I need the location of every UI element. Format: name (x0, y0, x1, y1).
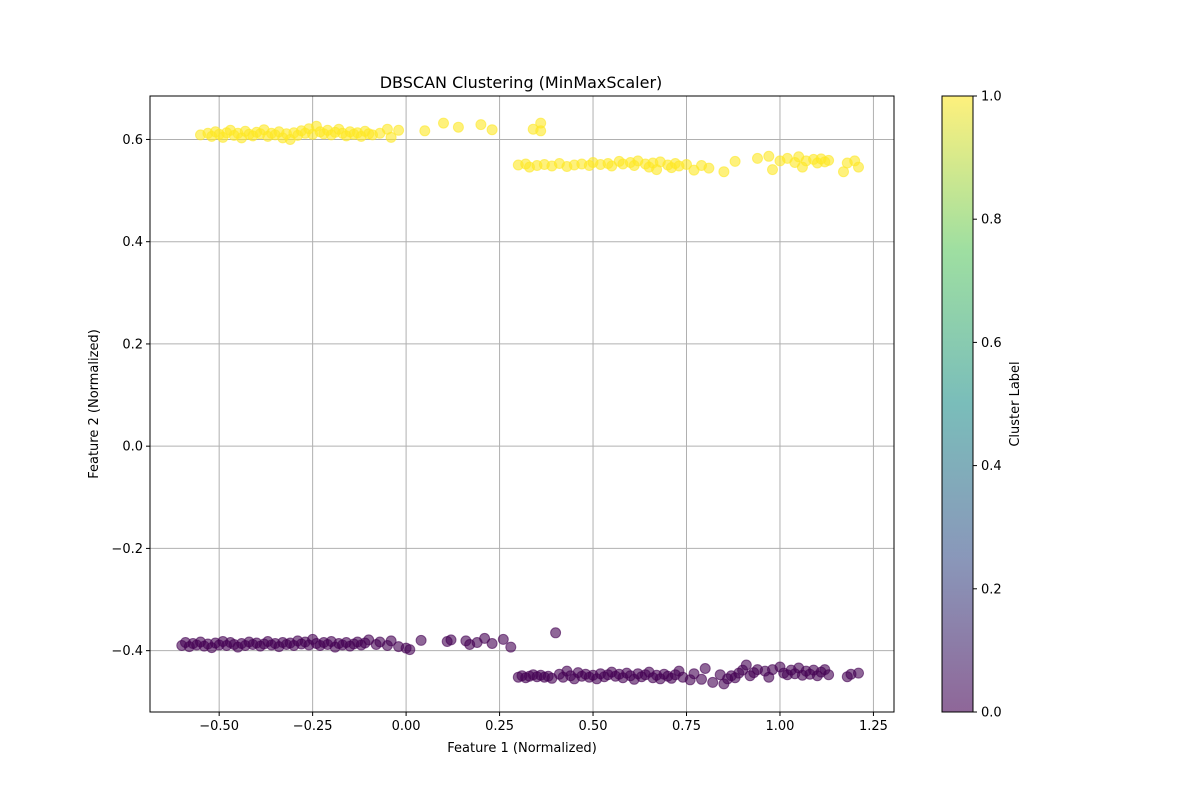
cluster-1-point (763, 150, 775, 162)
cluster-1-point (452, 121, 464, 133)
cluster-0-point (415, 634, 427, 646)
y-tick-label: 0.2 (122, 337, 143, 352)
colorbar-tick-label: 0.2 (981, 582, 1002, 597)
colorbar-ticks: 0.0 0.2 0.4 0.6 0.8 1.0 (973, 90, 1002, 721)
x-tick-label: −0.25 (293, 719, 333, 734)
cluster-1-point (475, 119, 487, 131)
colorbar-bar (942, 96, 973, 712)
x-axis-label: Feature 1 (Normalized) (447, 741, 597, 756)
cluster-0-point (699, 663, 711, 674)
grid-lines (150, 96, 894, 712)
colorbar-frame (941, 95, 974, 713)
data-points (176, 117, 864, 690)
y-tick-label: 0.6 (122, 133, 143, 148)
cluster-0-point (404, 644, 416, 656)
x-tick-label: −0.50 (199, 719, 239, 734)
y-tick-label: 0.0 (122, 440, 143, 455)
cluster-1-point (438, 117, 449, 129)
cluster-0-point (479, 632, 491, 644)
cluster-0-point (707, 676, 719, 688)
cluster-1-point (385, 131, 397, 143)
cluster-1-point (853, 161, 864, 173)
cluster-0-point (497, 633, 509, 645)
cluster-0-point (385, 635, 397, 647)
cluster-0-point (853, 667, 864, 679)
x-tick-label: 0.50 (579, 719, 608, 734)
x-tick-label: 0.75 (672, 719, 701, 734)
cluster-0-point (486, 638, 498, 649)
chart-title: DBSCAN Clustering (MinMaxScaler) (380, 73, 663, 92)
x-tick-label: 1.00 (765, 719, 794, 734)
cluster-0-point (696, 673, 707, 685)
cluster-0-point (445, 634, 457, 646)
y-tick-label: 0.4 (122, 235, 143, 250)
cluster-1-point (419, 125, 431, 137)
colorbar-tick-label: 0.4 (981, 459, 1002, 474)
colorbar-tick-label: 1.0 (981, 90, 1002, 105)
cluster-1-point (767, 164, 778, 176)
colorbar-tick-label: 0.0 (981, 706, 1002, 721)
cluster-0-point (740, 659, 752, 671)
cluster-0-point (550, 627, 562, 639)
cluster-1-point (823, 154, 835, 166)
plot-area-frame (149, 95, 895, 713)
y-tick-label: −0.4 (111, 644, 143, 659)
cluster-0-point (823, 669, 835, 681)
x-tick-label: 0.00 (392, 719, 421, 734)
y-axis-ticks: −0.4 −0.2 0.0 0.2 0.4 0.6 (111, 133, 150, 659)
cluster-1-point (752, 152, 763, 164)
cluster-0-point (688, 668, 700, 680)
colorbar-tick-label: 0.8 (981, 213, 1002, 228)
cluster-1-point (681, 159, 692, 170)
colorbar: 0.0 0.2 0.4 0.6 0.8 1.0 Cluster Label (941, 90, 1023, 721)
colorbar-tick-label: 0.6 (981, 336, 1002, 351)
colorbar-label: Cluster Label (1008, 361, 1023, 446)
x-tick-label: 0.25 (485, 719, 514, 734)
cluster-1-point (393, 124, 405, 136)
cluster-1-point (535, 117, 547, 129)
cluster-0-point (505, 641, 517, 653)
y-axis-label: Feature 2 (Normalized) (87, 329, 102, 479)
cluster-1-point (729, 155, 741, 167)
x-axis-ticks: −0.50 −0.25 0.00 0.25 0.50 0.75 1.00 1.25 (199, 712, 888, 734)
cluster-1-point (703, 162, 715, 174)
y-tick-label: −0.2 (111, 542, 143, 557)
cluster-1-point (486, 124, 498, 136)
cluster-1-point (718, 166, 730, 178)
x-tick-label: 1.25 (859, 719, 888, 734)
